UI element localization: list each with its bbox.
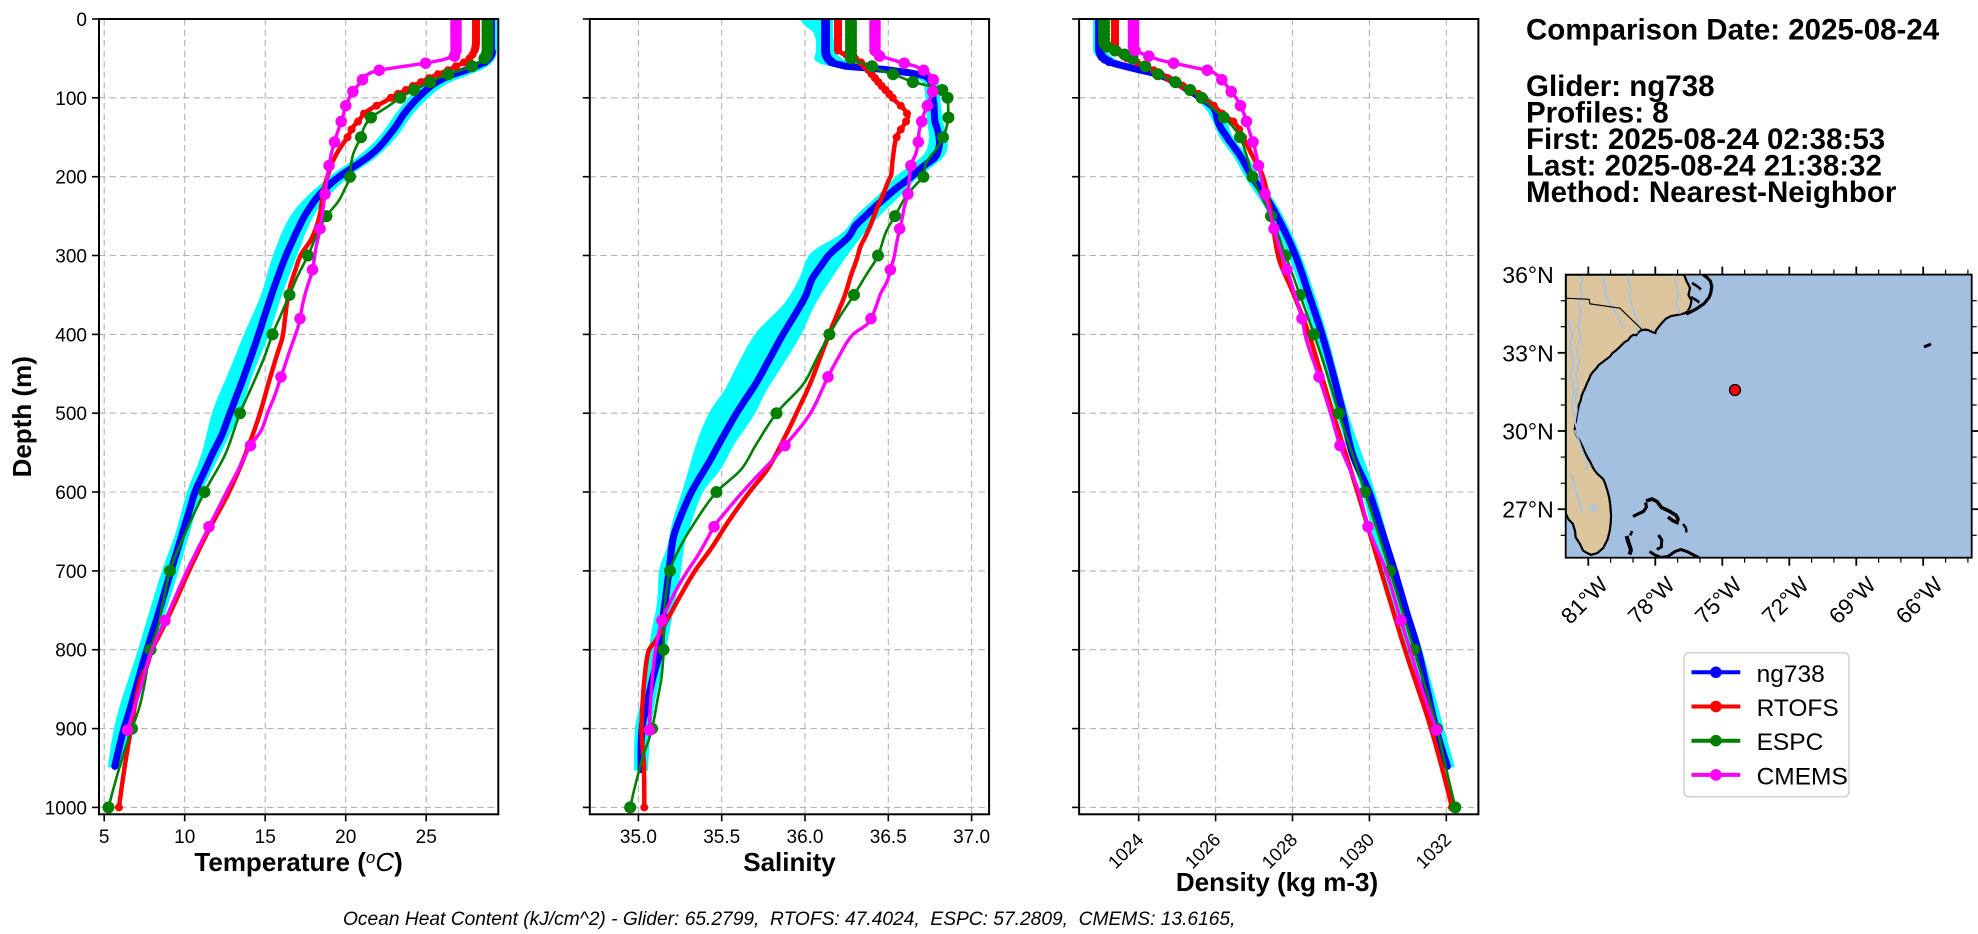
svg-text:100: 100: [55, 89, 87, 110]
svg-text:Method: Nearest-Neighbor: Method: Nearest-Neighbor: [1526, 176, 1897, 209]
svg-text:RTOFS: RTOFS: [1757, 695, 1839, 722]
svg-text:25: 25: [416, 827, 437, 848]
svg-text:30°N: 30°N: [1502, 419, 1553, 445]
svg-text:1000: 1000: [45, 798, 87, 819]
svg-text:400: 400: [55, 325, 87, 346]
svg-text:35.5: 35.5: [703, 827, 740, 848]
svg-text:36.0: 36.0: [787, 827, 824, 848]
svg-text:First: 2025-08-24 02:38:53: First: 2025-08-24 02:38:53: [1526, 123, 1885, 156]
svg-text:0: 0: [76, 10, 87, 31]
svg-text:Comparison Date: 2025-08-24: Comparison Date: 2025-08-24: [1526, 14, 1940, 47]
svg-text:10: 10: [174, 827, 195, 848]
svg-text:ng738: ng738: [1757, 661, 1825, 688]
svg-text:300: 300: [55, 247, 87, 268]
svg-text:600: 600: [55, 483, 87, 504]
svg-text:900: 900: [55, 720, 87, 741]
svg-text:Profiles: 8: Profiles: 8: [1526, 97, 1669, 130]
svg-text:200: 200: [55, 168, 87, 189]
svg-text:500: 500: [55, 404, 87, 425]
svg-text:33°N: 33°N: [1502, 340, 1553, 366]
svg-text:Depth (m): Depth (m): [7, 356, 37, 477]
svg-text:Last: 2025-08-24 21:38:32: Last: 2025-08-24 21:38:32: [1526, 150, 1882, 183]
svg-text:Ocean Heat Content (kJ/cm^2) -: Ocean Heat Content (kJ/cm^2) - Glider: 6…: [343, 909, 1235, 930]
svg-text:36°N: 36°N: [1502, 262, 1553, 288]
svg-text:5: 5: [99, 827, 110, 848]
svg-text:Salinity: Salinity: [743, 847, 836, 877]
svg-text:35.0: 35.0: [620, 827, 657, 848]
svg-text:27°N: 27°N: [1502, 497, 1553, 523]
svg-text:ESPC: ESPC: [1757, 729, 1824, 756]
svg-text:700: 700: [55, 562, 87, 583]
svg-text:15: 15: [255, 827, 276, 848]
svg-text:CMEMS: CMEMS: [1757, 763, 1848, 790]
svg-text:800: 800: [55, 641, 87, 662]
svg-text:20: 20: [335, 827, 356, 848]
svg-text:36.5: 36.5: [870, 827, 907, 848]
svg-text:37.0: 37.0: [953, 827, 990, 848]
svg-text:Density (kg m-3): Density (kg m-3): [1176, 867, 1378, 897]
svg-text:Glider: ng738: Glider: ng738: [1526, 70, 1715, 103]
